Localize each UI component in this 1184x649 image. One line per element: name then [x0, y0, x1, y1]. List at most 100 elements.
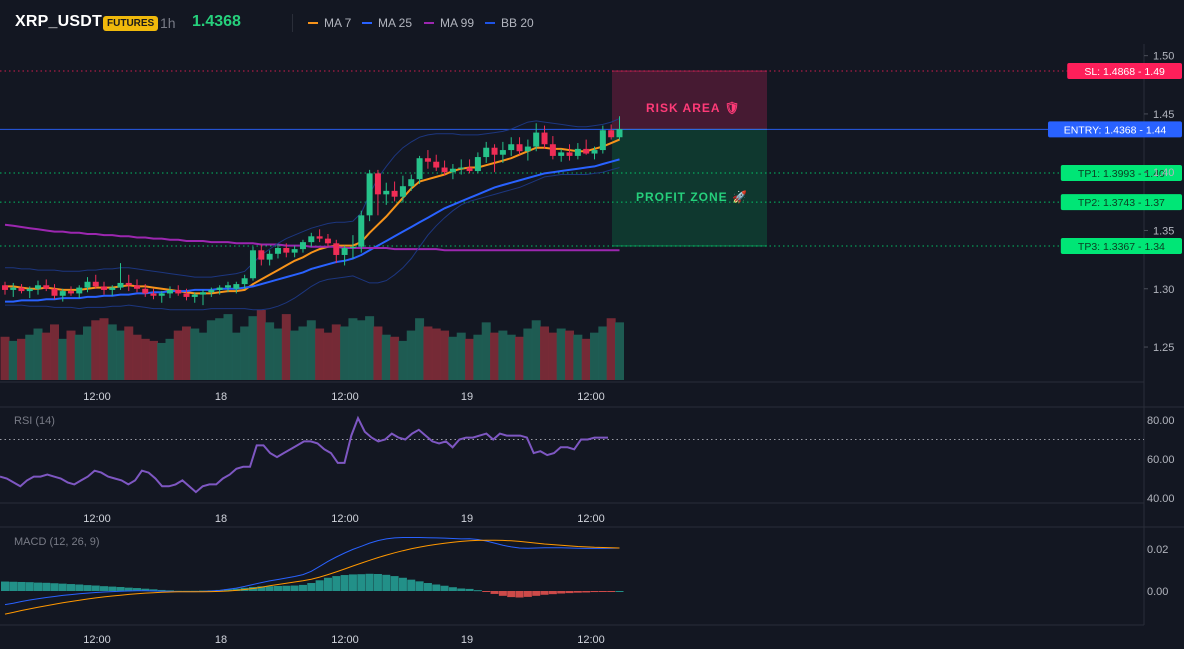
macd-histogram-bar	[298, 584, 307, 591]
level-tag-tp	[1060, 237, 1182, 254]
candle-body	[216, 287, 223, 290]
candle-body	[474, 157, 481, 172]
macd-histogram-bar	[75, 584, 84, 591]
macd-histogram-bar	[50, 583, 59, 591]
macd-histogram-bar	[540, 591, 549, 595]
volume-bar	[157, 342, 167, 380]
macd-histogram-bar	[498, 591, 507, 596]
candle	[366, 169, 373, 222]
volume-bar	[531, 320, 541, 380]
candle-body	[608, 130, 615, 138]
candle	[117, 263, 124, 290]
volume-bar	[17, 338, 26, 380]
candle	[599, 125, 606, 154]
volume-bar	[0, 336, 10, 380]
volume-bar	[290, 330, 300, 380]
candle	[258, 244, 265, 266]
macd-tick-label: 0.00	[1147, 586, 1168, 598]
volume-bar	[173, 330, 183, 380]
candle-body	[524, 146, 531, 152]
candle-body	[134, 285, 140, 289]
macd-histogram-bar	[615, 591, 624, 592]
timeframe-selector[interactable]: 1h	[160, 15, 176, 31]
macd-histogram-bar	[365, 573, 374, 591]
level-tag-label: TP3: 1.3367 - 1.34	[1078, 241, 1165, 253]
candle-body	[574, 148, 581, 156]
candle	[175, 285, 182, 296]
volume-bar	[66, 330, 76, 380]
candle	[43, 279, 50, 292]
candle-body	[308, 236, 315, 243]
candle	[10, 282, 17, 297]
candle-body	[383, 190, 390, 195]
legend-bb20[interactable]: BB 20	[485, 16, 534, 30]
legend-ma25-label: MA 25	[378, 16, 413, 30]
time-tick-label-main: 18	[215, 391, 227, 403]
candle-body	[491, 147, 498, 155]
volume-bar	[25, 334, 35, 380]
symbol-name[interactable]: XRP_USDT	[15, 13, 102, 30]
macd-histogram-bar	[257, 586, 266, 591]
candle-body	[241, 278, 248, 285]
candle	[583, 139, 590, 155]
macd-histogram-bar	[166, 590, 174, 592]
volume-bar	[265, 322, 275, 380]
candle	[266, 250, 273, 266]
volume-bar	[248, 316, 258, 380]
volume-bar	[606, 318, 616, 380]
macd-histogram-bar	[315, 580, 324, 591]
candle	[616, 116, 623, 140]
macd-histogram-bar	[323, 577, 332, 591]
volume-bar	[223, 314, 233, 380]
candle	[324, 233, 331, 247]
macd-line	[4, 537, 620, 606]
legend-ma25[interactable]: MA 25	[362, 16, 412, 30]
candle-body	[349, 246, 356, 248]
macd-histogram-bar	[382, 574, 391, 591]
candle	[416, 155, 423, 184]
candle	[233, 281, 240, 294]
candle	[35, 280, 41, 295]
price-tick-label: 1.45	[1153, 109, 1174, 121]
legend-bb20-label: BB 20	[501, 16, 534, 30]
macd-histogram-bar	[373, 573, 382, 591]
time-tick-label-main: 12:00	[331, 391, 359, 403]
volume-bar	[315, 328, 325, 380]
macd-histogram-bar	[67, 584, 75, 591]
legend-ma7[interactable]: MA 7	[308, 16, 351, 30]
candle	[92, 274, 99, 289]
macd-histogram-bar	[423, 583, 432, 591]
candle	[26, 286, 33, 299]
volume-bar	[398, 340, 408, 380]
candle	[474, 152, 481, 174]
macd-histogram-bar	[340, 575, 349, 591]
candle-body	[109, 287, 116, 290]
macd-histogram-bar	[282, 585, 291, 591]
macd-histogram-bar	[582, 591, 591, 593]
volume-bar	[256, 310, 266, 380]
candle	[533, 123, 540, 152]
time-tick-label-main: 19	[461, 391, 473, 403]
zone-risk: RISK AREA 🛡	[612, 70, 767, 130]
candle-body	[125, 282, 132, 286]
volume-bar	[58, 338, 68, 380]
volume-bar	[140, 338, 150, 380]
volume-bar	[91, 320, 101, 380]
volume-bar	[240, 326, 250, 380]
level-tag-label: TP2: 1.3743 - 1.37	[1078, 197, 1165, 209]
candle-body	[43, 285, 50, 289]
macd-histogram-bar	[590, 591, 599, 593]
macd-histogram-bar	[565, 591, 574, 594]
rsi-line	[0, 415, 608, 494]
volume-bar	[198, 332, 208, 380]
level-tag-label: TP1: 1.3993 - 1.40	[1078, 168, 1165, 180]
macd-histogram-bar	[390, 576, 399, 591]
volume-bar	[340, 326, 350, 380]
level-tag-tp	[1060, 165, 1182, 182]
candle-body	[499, 150, 506, 155]
volume-bar	[515, 336, 525, 380]
candle-body	[200, 292, 206, 295]
legend-ma99[interactable]: MA 99	[424, 16, 474, 30]
zone-profit: PROFIT ZONE 🚀	[612, 128, 767, 247]
